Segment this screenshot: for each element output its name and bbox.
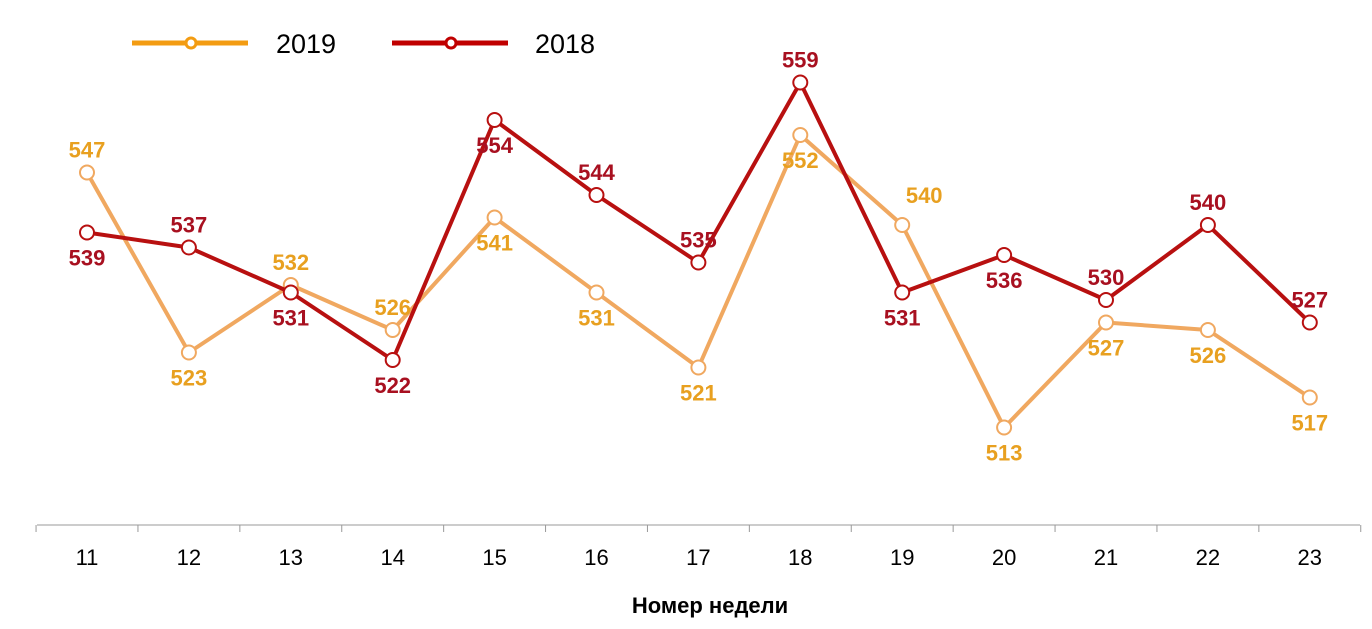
data-point-2019[interactable] <box>1098 314 1114 331</box>
data-label-2018: 531 <box>272 306 309 331</box>
legend-item-2019[interactable]: 2019 <box>132 29 336 59</box>
legend-marker-2018 <box>444 36 458 50</box>
data-label-2019: 521 <box>680 381 717 406</box>
data-point-2018[interactable] <box>180 239 197 256</box>
data-label-2018: 536 <box>986 268 1023 293</box>
data-label-2018: 535 <box>680 228 717 253</box>
data-point-2018[interactable] <box>1199 217 1216 233</box>
data-label-2019: 513 <box>986 441 1023 466</box>
data-point-2018[interactable] <box>792 74 809 91</box>
data-label-2019: 517 <box>1291 411 1328 436</box>
data-point-2018[interactable] <box>690 254 707 271</box>
data-point-2018[interactable] <box>1098 292 1114 308</box>
legend-label-2019: 2019 <box>276 29 336 59</box>
data-point-2018[interactable] <box>486 112 503 128</box>
data-point-2019[interactable] <box>690 359 707 376</box>
series-2019: 547 523 532 526 541 531 521 552 540 513 527 526 517 <box>69 127 1328 466</box>
x-axis: 11 12 13 14 15 16 17 18 19 20 21 22 23 <box>35 524 1362 570</box>
data-point-2019[interactable] <box>384 322 401 338</box>
legend: 2019 2018 <box>132 29 595 59</box>
data-label-2018: 559 <box>782 48 819 73</box>
x-tick-label: 23 <box>1298 545 1322 570</box>
data-label-2019: 526 <box>1190 343 1227 368</box>
data-point-2018[interactable] <box>384 352 401 368</box>
data-point-2019[interactable] <box>79 164 95 181</box>
data-point-2019[interactable] <box>486 209 503 226</box>
x-tick-label: 12 <box>177 545 201 570</box>
data-point-2018[interactable] <box>894 284 911 301</box>
x-tick-label: 22 <box>1196 545 1220 570</box>
data-point-2019[interactable] <box>996 419 1013 436</box>
data-label-2019: 532 <box>272 250 309 275</box>
data-label-2018: 527 <box>1291 288 1328 313</box>
data-point-2019[interactable] <box>588 284 605 301</box>
data-label-2019: 552 <box>782 148 819 173</box>
data-label-2018: 530 <box>1088 265 1125 290</box>
legend-label-2018: 2018 <box>535 29 595 59</box>
data-label-2018: 522 <box>374 373 411 398</box>
x-tick-label: 15 <box>482 545 506 570</box>
data-label-2018: 544 <box>578 160 615 185</box>
data-point-2019[interactable] <box>1199 322 1216 338</box>
x-tick-label: 19 <box>890 545 914 570</box>
data-label-2018: 554 <box>476 133 513 158</box>
x-tick-label: 16 <box>584 545 608 570</box>
data-label-2019: 540 <box>906 183 943 208</box>
data-point-2018[interactable] <box>996 247 1013 263</box>
legend-item-2018[interactable]: 2018 <box>392 29 595 59</box>
data-label-2018: 539 <box>69 246 106 271</box>
x-tick-label: 11 <box>76 545 99 570</box>
series-2018: 539 537 531 522 554 544 535 559 531 536 530 540 527 <box>69 48 1329 399</box>
data-point-2018[interactable] <box>79 224 95 241</box>
data-label-2018: 537 <box>171 213 208 238</box>
data-label-2019: 531 <box>578 306 615 331</box>
data-label-2018: 540 <box>1190 190 1227 215</box>
x-axis-title: Номер недели <box>632 593 788 618</box>
data-point-2018[interactable] <box>588 187 605 203</box>
data-point-2018[interactable] <box>282 284 299 301</box>
data-point-2019[interactable] <box>894 217 911 233</box>
legend-marker-2019 <box>184 36 198 50</box>
data-label-2019: 526 <box>374 295 411 320</box>
x-tick-label: 13 <box>279 545 303 570</box>
data-point-2018[interactable] <box>1301 314 1318 331</box>
data-point-2019[interactable] <box>180 344 197 361</box>
x-tick-label: 21 <box>1094 545 1118 570</box>
data-point-2019[interactable] <box>1301 389 1318 406</box>
data-point-2019[interactable] <box>792 127 809 143</box>
x-tick-label: 14 <box>380 545 404 570</box>
x-tick-label: 17 <box>686 545 710 570</box>
series-line-2018 <box>86 80 1312 362</box>
data-label-2019: 527 <box>1088 336 1125 361</box>
x-tick-label: 18 <box>788 545 812 570</box>
data-label-2019: 523 <box>171 366 208 391</box>
data-label-2019: 541 <box>476 231 513 256</box>
data-label-2018: 531 <box>884 306 921 331</box>
data-label-2019: 547 <box>69 138 106 163</box>
x-tick-label: 20 <box>992 545 1016 570</box>
